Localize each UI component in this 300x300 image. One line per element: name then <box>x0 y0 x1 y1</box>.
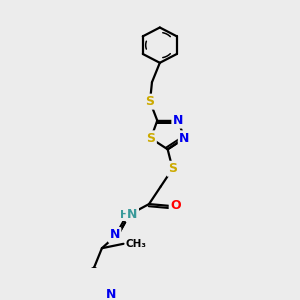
Text: N: N <box>106 288 116 300</box>
Text: N: N <box>110 229 120 242</box>
Text: N: N <box>179 132 190 145</box>
Text: CH₃: CH₃ <box>125 239 146 249</box>
Text: S: S <box>146 95 154 108</box>
Text: S: S <box>146 132 155 145</box>
Text: N: N <box>127 208 137 221</box>
Text: N: N <box>173 114 183 127</box>
Text: O: O <box>170 199 181 212</box>
Text: H: H <box>120 210 129 220</box>
Text: S: S <box>168 162 177 175</box>
